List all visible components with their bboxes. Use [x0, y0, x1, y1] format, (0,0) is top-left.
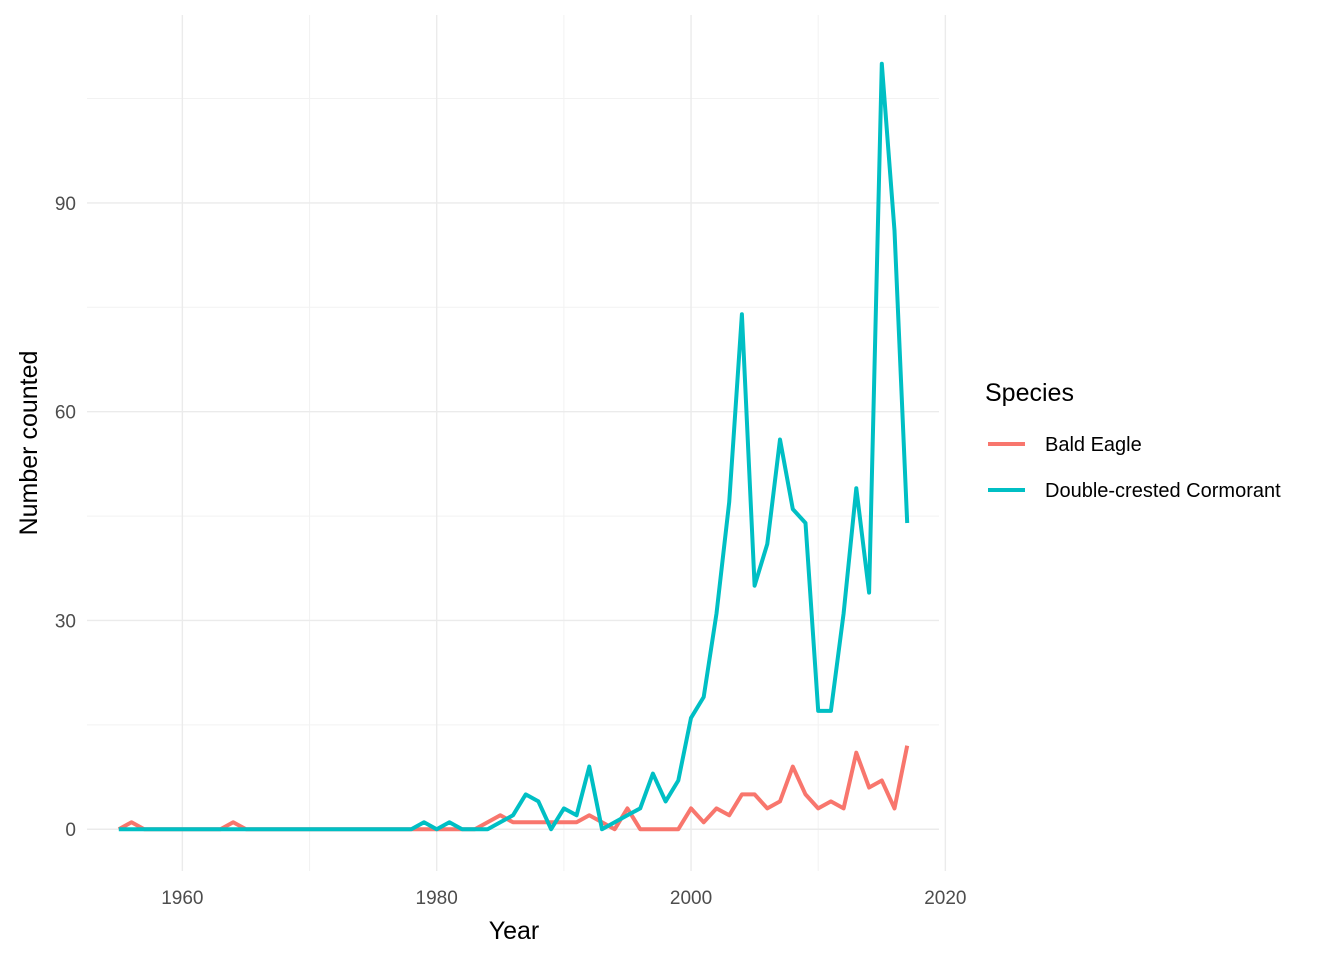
legend-label: Bald Eagle	[1045, 434, 1142, 456]
legend-label: Double-crested Cormorant	[1045, 480, 1281, 502]
x-axis-title: Year	[489, 917, 540, 945]
legend: Species Bald Eagle Double-crested Cormora…	[985, 379, 1281, 502]
x-tick-label: 1980	[416, 888, 458, 909]
x-tick-label: 1960	[161, 888, 203, 909]
series-lines	[117, 61, 910, 832]
series-line-1	[118, 61, 910, 832]
x-axis-ticks: 1960 1980 2000 2020	[161, 888, 966, 909]
major-gridlines	[87, 15, 947, 871]
legend-title: Species	[985, 379, 1074, 407]
minor-gridlines	[87, 15, 939, 871]
y-tick-label: 60	[55, 403, 76, 424]
y-axis-ticks: 0 30 60 90	[55, 194, 76, 841]
y-tick-label: 30	[55, 611, 76, 632]
legend-items: Bald Eagle Double-crested Cormorant	[988, 434, 1281, 502]
y-tick-label: 0	[65, 820, 76, 841]
y-axis-title: Number counted	[15, 351, 43, 536]
x-tick-label: 2020	[924, 888, 966, 909]
x-tick-label: 2000	[670, 888, 712, 909]
y-tick-label: 90	[55, 194, 76, 215]
